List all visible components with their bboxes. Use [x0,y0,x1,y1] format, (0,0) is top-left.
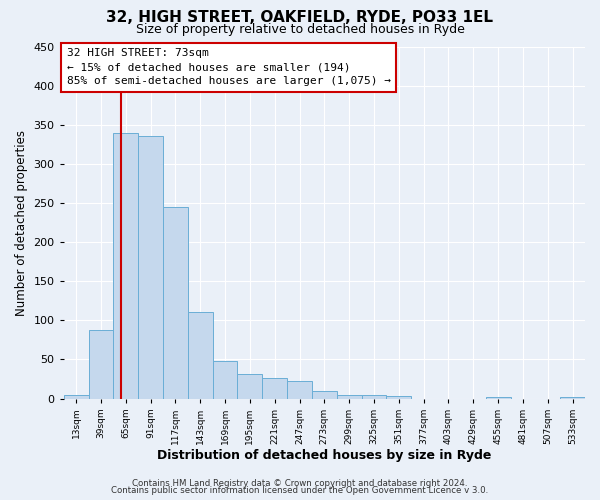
Bar [113,132,138,398]
Text: Size of property relative to detached houses in Ryde: Size of property relative to detached ho… [136,22,464,36]
Bar [212,361,238,399]
Bar [138,136,163,398]
Bar [287,382,312,398]
Bar [89,330,113,398]
Text: Contains public sector information licensed under the Open Government Licence v : Contains public sector information licen… [112,486,488,495]
Bar [486,397,511,398]
Bar [362,396,386,398]
Bar [262,378,287,398]
Text: 32, HIGH STREET, OAKFIELD, RYDE, PO33 1EL: 32, HIGH STREET, OAKFIELD, RYDE, PO33 1E… [107,10,493,25]
Bar [386,396,411,398]
Bar [238,374,262,398]
Bar [337,394,362,398]
Y-axis label: Number of detached properties: Number of detached properties [15,130,28,316]
Text: Contains HM Land Registry data © Crown copyright and database right 2024.: Contains HM Land Registry data © Crown c… [132,478,468,488]
X-axis label: Distribution of detached houses by size in Ryde: Distribution of detached houses by size … [157,450,491,462]
Text: 32 HIGH STREET: 73sqm
← 15% of detached houses are smaller (194)
85% of semi-det: 32 HIGH STREET: 73sqm ← 15% of detached … [67,48,391,86]
Bar [560,397,585,398]
Bar [163,207,188,398]
Bar [64,394,89,398]
Bar [188,312,212,398]
Bar [312,390,337,398]
